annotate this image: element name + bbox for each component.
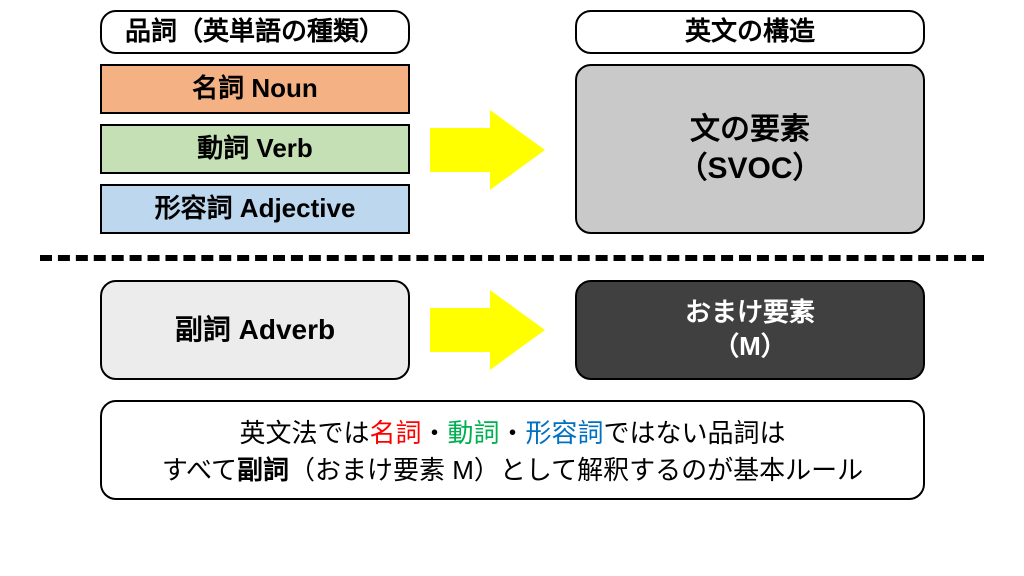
pos-adjective: 形容詞 Adjective <box>100 184 410 234</box>
caption-line2b: 副詞 <box>237 455 289 485</box>
pos-adjective-label: 形容詞 Adjective <box>155 192 356 226</box>
caption-box: 英文法では名詞・動詞・形容詞ではない品詞は すべて副詞（おまけ要素 M）として解… <box>100 400 925 500</box>
caption-content: 英文法では名詞・動詞・形容詞ではない品詞は すべて副詞（おまけ要素 M）として解… <box>162 413 863 487</box>
pos-adverb-label: 副詞 Adverb <box>175 312 335 348</box>
arrow-bottom-head <box>490 290 545 370</box>
m-text: おまけ要素 （M） <box>685 296 815 364</box>
caption-sep2: ・ <box>500 418 526 448</box>
caption-adj: 形容詞 <box>526 418 604 448</box>
caption-post1: ではない品詞は <box>604 418 786 448</box>
pos-adverb: 副詞 Adverb <box>100 280 410 380</box>
caption-line2a: すべて <box>162 455 237 485</box>
caption-pre: 英文法では <box>239 418 369 448</box>
divider <box>40 255 984 261</box>
caption-verb: 動詞 <box>447 418 499 448</box>
pos-noun-label: 名詞 Noun <box>192 72 318 106</box>
arrow-top-head <box>490 110 545 190</box>
caption-sep1: ・ <box>421 418 447 448</box>
svoc-line1: 文の要素 <box>677 110 822 149</box>
pos-verb-label: 動詞 Verb <box>197 132 313 166</box>
svoc-text: 文の要素 （SVOC） <box>677 110 822 188</box>
m-box: おまけ要素 （M） <box>575 280 925 380</box>
m-line2: （M） <box>685 330 815 364</box>
arrow-top <box>430 110 550 190</box>
header-pos-label: 品詞（英単語の種類） <box>125 15 385 49</box>
caption-line2: すべて副詞（おまけ要素 M）として解釈するのが基本ルール <box>162 450 863 487</box>
arrow-bottom <box>430 290 550 370</box>
caption-noun: 名詞 <box>369 418 421 448</box>
header-pos: 品詞（英単語の種類） <box>100 10 410 54</box>
header-structure: 英文の構造 <box>575 10 925 54</box>
svoc-line2: （SVOC） <box>677 149 822 188</box>
arrow-bottom-shaft <box>430 308 490 352</box>
pos-noun: 名詞 Noun <box>100 64 410 114</box>
svoc-box: 文の要素 （SVOC） <box>575 64 925 234</box>
header-structure-label: 英文の構造 <box>685 15 815 49</box>
pos-verb: 動詞 Verb <box>100 124 410 174</box>
caption-line2c: （おまけ要素 M）として解釈するのが基本ルール <box>289 455 863 485</box>
arrow-top-shaft <box>430 128 490 172</box>
m-line1: おまけ要素 <box>685 296 815 330</box>
caption-line1: 英文法では名詞・動詞・形容詞ではない品詞は <box>162 413 863 450</box>
